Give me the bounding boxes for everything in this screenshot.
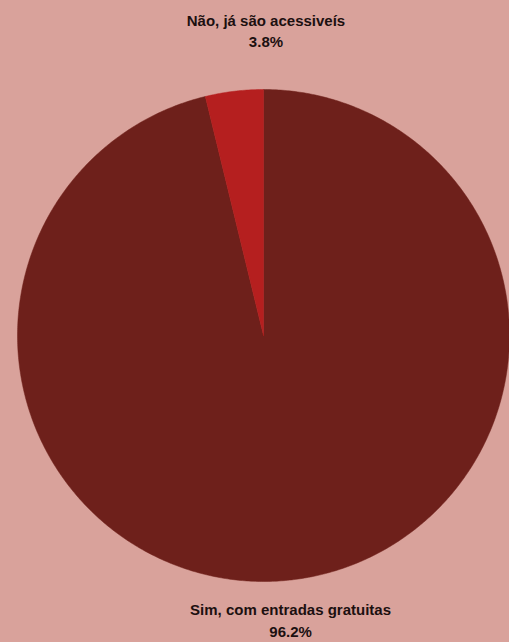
svg-text:Não, já são acessiveís3.8%: Não, já são acessiveís3.8%: [187, 12, 345, 51]
svg-text:Sim, com entradas gratuitas96.: Sim, com entradas gratuitas96.2%: [190, 601, 391, 640]
